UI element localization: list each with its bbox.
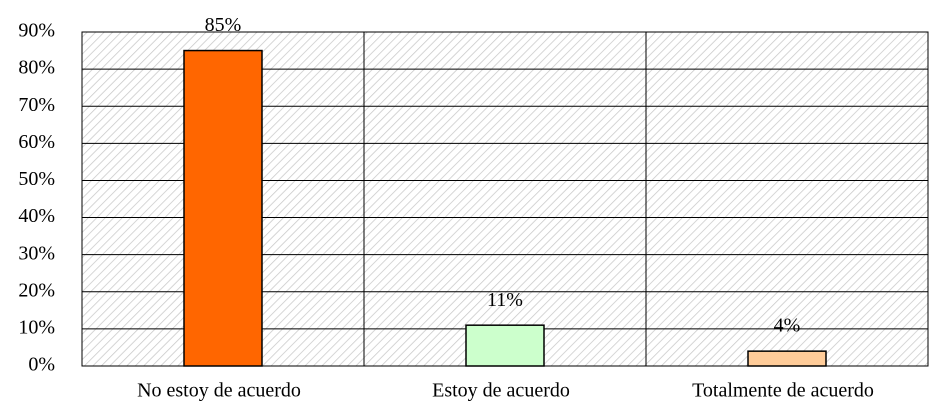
x-tick-label: Estoy de acuerdo xyxy=(432,380,570,402)
data-label: 11% xyxy=(487,289,523,311)
bar xyxy=(465,324,545,367)
y-tick-label: 50% xyxy=(18,168,55,190)
y-tick-label: 30% xyxy=(18,242,55,264)
bar xyxy=(747,350,827,367)
bar xyxy=(183,49,263,367)
x-tick-label: No estoy de acuerdo xyxy=(137,380,301,402)
y-tick-label: 80% xyxy=(18,57,55,79)
data-label: 4% xyxy=(774,315,801,337)
data-label: 85% xyxy=(205,14,242,36)
x-tick-label: Totalmente de acuerdo xyxy=(692,380,874,402)
y-tick-label: 10% xyxy=(18,316,55,338)
y-tick-label: 40% xyxy=(18,205,55,227)
y-tick-label: 60% xyxy=(18,131,55,153)
y-tick-label: 0% xyxy=(28,354,55,376)
y-tick-label: 70% xyxy=(18,94,55,116)
y-tick-label: 90% xyxy=(18,20,55,42)
y-tick-label: 20% xyxy=(18,279,55,301)
